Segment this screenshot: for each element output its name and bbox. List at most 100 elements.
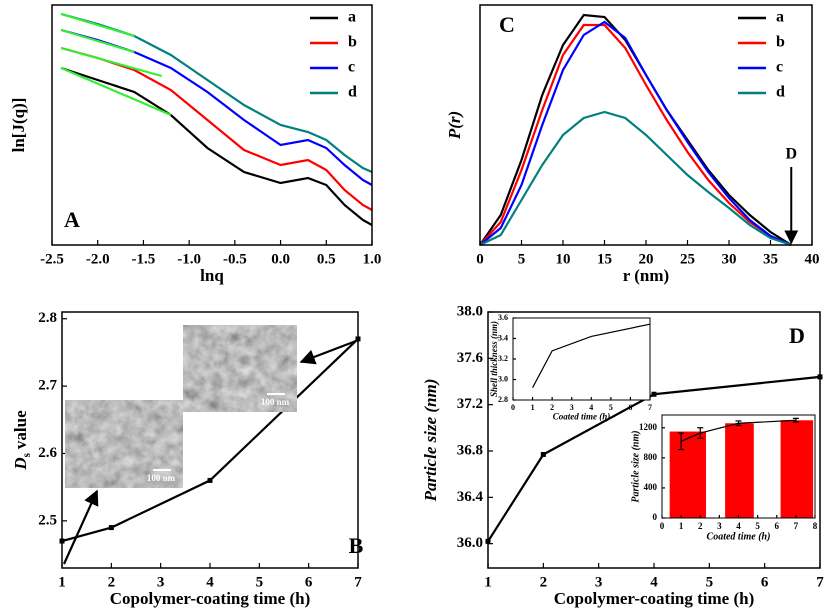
y-axis-label: ln[J(q)] xyxy=(9,98,28,153)
y-axis-label: Ds value xyxy=(11,410,33,471)
bar xyxy=(725,423,754,518)
legend-label: c xyxy=(348,59,355,76)
x-tick-label: 4 xyxy=(206,574,214,590)
x-tick-label: 40 xyxy=(805,251,820,267)
x-tick-label: 2 xyxy=(108,574,116,590)
x-tick-label: 1 xyxy=(679,521,684,531)
scale-label: 100 nm xyxy=(147,473,176,483)
x-tick-label: 4 xyxy=(589,403,593,412)
x-tick-label: 0 xyxy=(660,521,665,531)
y-tick-label: 2.8 xyxy=(498,395,508,404)
x-tick-label: -2.0 xyxy=(86,251,110,267)
error-bar xyxy=(697,427,704,439)
fit-line xyxy=(60,66,172,117)
y-tick-label: 1200 xyxy=(639,422,658,432)
y-axis-label: Particle size (nm) xyxy=(421,379,440,503)
x-tick-label: 30 xyxy=(722,251,737,267)
y-axis-label: Shell thickness (nm) xyxy=(489,321,499,397)
y-tick-label: 36.8 xyxy=(457,442,483,458)
series-line xyxy=(60,46,373,211)
sem-image xyxy=(183,325,297,412)
plot-frame xyxy=(51,4,373,246)
y-tick-label: 36.4 xyxy=(457,489,484,505)
x-tick-label: 6 xyxy=(628,403,632,412)
legend-label: d xyxy=(776,84,785,101)
x-tick-label: 6 xyxy=(761,574,769,590)
fit-line xyxy=(680,419,796,442)
x-tick-label: 2 xyxy=(550,403,554,412)
y-tick-label: 37.6 xyxy=(457,350,484,366)
y-tick-label: 800 xyxy=(644,452,658,462)
x-axis-label: Copolymer-coating time (h) xyxy=(110,589,311,608)
x-tick-label: -0.5 xyxy=(223,251,247,267)
y-tick-label: 400 xyxy=(644,482,658,492)
y-tick-label: 2.7 xyxy=(38,378,57,394)
x-tick-label: 0 xyxy=(476,251,484,267)
plot-frame xyxy=(479,4,813,246)
legend-label: b xyxy=(348,34,357,51)
x-tick-label: 5 xyxy=(609,403,613,412)
x-tick-label: 10 xyxy=(556,251,571,267)
x-tick-label: 3 xyxy=(595,574,603,590)
bar xyxy=(780,420,814,518)
legend-label: c xyxy=(776,59,783,76)
x-tick-label: 25 xyxy=(680,251,695,267)
y-tick-label: 2.6 xyxy=(38,445,57,461)
x-tick-label: 3 xyxy=(570,403,574,412)
x-tick-label: 1.0 xyxy=(363,251,382,267)
error-bar xyxy=(678,432,685,451)
x-tick-label: 15 xyxy=(597,251,612,267)
x-tick-label: 0 xyxy=(511,403,515,412)
x-axis-label: lnq xyxy=(200,266,224,285)
y-label-sub: s xyxy=(21,452,33,457)
y-axis-label: P(r) xyxy=(445,111,464,140)
x-tick-label: 20 xyxy=(639,251,654,267)
x-tick-label: 2 xyxy=(540,574,548,590)
panel-label: A xyxy=(64,207,80,232)
panel-label: D xyxy=(789,323,805,348)
x-tick-label: 4 xyxy=(736,521,741,531)
x-tick-label: 1 xyxy=(484,574,492,590)
y-tick-label: 2.8 xyxy=(38,310,57,326)
error-bar xyxy=(792,417,799,423)
x-axis-label: Coated time (h) xyxy=(707,532,771,543)
panel-label: B xyxy=(349,533,364,558)
y-label-rest: value xyxy=(11,410,30,449)
y-tick-label: 38.0 xyxy=(457,303,483,319)
fit-line xyxy=(60,28,135,54)
fit-line xyxy=(60,46,163,78)
x-axis-label: r (nm) xyxy=(623,266,669,285)
x-tick-label: 6 xyxy=(305,574,313,590)
legend-label: d xyxy=(348,84,357,101)
annotation-label: D xyxy=(785,146,797,163)
y-axis-label: Particle size (nm) xyxy=(630,430,641,502)
x-tick-label: 3 xyxy=(157,574,165,590)
series-line xyxy=(60,66,373,226)
y-tick-label: 37.2 xyxy=(457,396,483,412)
series-line xyxy=(479,13,792,246)
y-label-main: D xyxy=(11,457,30,470)
y-tick-label: 3.6 xyxy=(498,313,508,322)
marker xyxy=(651,391,657,397)
x-tick-label: 1 xyxy=(58,574,66,590)
pointer-arrow xyxy=(62,489,99,565)
x-tick-label: -1.5 xyxy=(132,251,156,267)
legend-label: a xyxy=(348,9,356,26)
fit-line xyxy=(487,375,821,542)
series-line xyxy=(60,28,373,186)
x-axis-label: Coated time (h) xyxy=(553,411,611,421)
x-tick-label: 7 xyxy=(794,521,799,531)
series-line xyxy=(479,23,792,247)
x-tick-label: 35 xyxy=(763,251,778,267)
x-tick-label: 5 xyxy=(256,574,264,590)
bar xyxy=(669,431,706,518)
y-tick-label: 2.5 xyxy=(38,512,57,528)
x-tick-label: 5 xyxy=(706,574,714,590)
y-tick-label: 0 xyxy=(653,512,658,522)
error-bar xyxy=(735,420,742,427)
x-tick-label: 4 xyxy=(650,574,658,590)
y-tick-label: 3.4 xyxy=(498,333,508,342)
x-tick-label: 1 xyxy=(531,403,535,412)
y-tick-label: 3.2 xyxy=(498,354,508,363)
